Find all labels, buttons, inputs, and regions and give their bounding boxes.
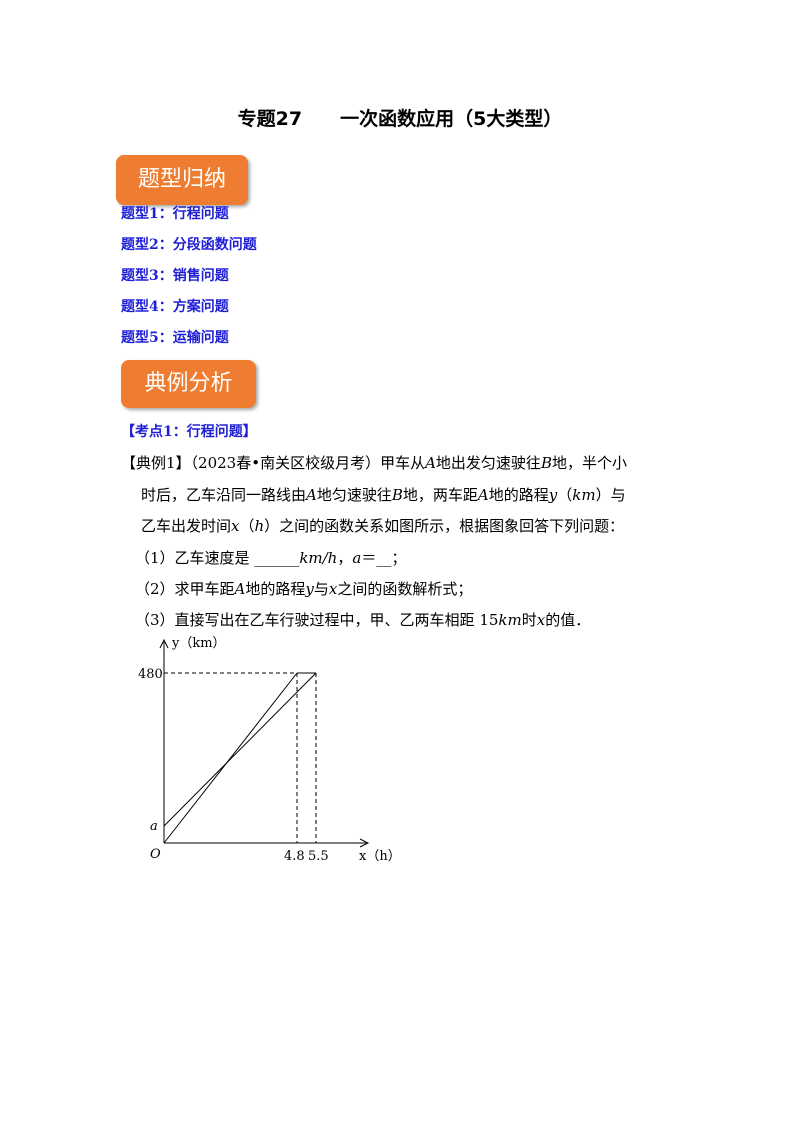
text-run: x — [231, 517, 240, 535]
text-run: h — [254, 517, 265, 535]
text-run: B — [540, 454, 552, 472]
text-run: （1）乙车速度是 ______ — [135, 549, 300, 567]
text-run: 地，两车距 — [402, 486, 478, 504]
text-line: 时后，乙车沿同一路线由A地匀速驶往B地，两车距A地的路程y（km）与 — [141, 484, 626, 505]
text-run: 地匀速驶往 — [316, 486, 392, 504]
text-run: km — [498, 611, 522, 629]
text-line: 【典例1】（2023春•南关区校级月考）甲车从A地出发匀速驶往B地，半个小 — [121, 452, 627, 473]
text-run: x — [536, 611, 546, 629]
x-tick: 4.8 — [284, 849, 305, 864]
text-run: 地的路程 — [245, 580, 306, 598]
text-run: 时 — [521, 611, 537, 629]
list-item: 题型5：运输问题 — [121, 330, 229, 346]
x-tick: 5.5 — [308, 849, 329, 864]
text-run: y — [305, 580, 314, 598]
text-run: x — [328, 580, 338, 598]
y-label: y（km） — [171, 636, 226, 651]
title: 专题27 一次函数应用（5大类型） — [237, 108, 563, 130]
text-run: A — [306, 486, 317, 504]
text-run: 与 — [313, 580, 329, 598]
text-line: 乙车出发时间x（h）之间的函数关系如图所示，根据图象回答下列问题： — [141, 515, 624, 536]
text-run: 地出发匀速驶往 — [435, 454, 541, 472]
text-run: 【典例1】（2023春•南关区校级月考）甲车从 — [121, 454, 426, 472]
text-run: （3）直接写出在乙车行驶过程中，甲、乙两车相距 15 — [135, 611, 499, 629]
x-label: x（h） — [359, 849, 401, 864]
line-car — [163, 672, 298, 844]
badge: 典例分析 — [121, 360, 256, 408]
text-run: ）与 — [595, 486, 626, 504]
text-run: （ — [557, 486, 573, 504]
text-line: （2）求甲车距A地的路程y与x之间的函数解析式； — [135, 578, 472, 599]
y-tick: 480 — [138, 667, 163, 682]
text-run: （2）求甲车距 — [135, 580, 235, 598]
text-run: a — [352, 549, 362, 567]
list-item: 题型4：方案问题 — [121, 299, 229, 315]
arrow — [359, 838, 370, 848]
list-item: 题型2：分段函数问题 — [121, 237, 257, 253]
text-run: 时后，乙车沿同一路线由 — [141, 486, 307, 504]
text-run: km — [572, 486, 596, 504]
text-run: 地的路程 — [488, 486, 549, 504]
text-run: y — [548, 486, 558, 504]
line-car — [163, 672, 317, 827]
arrow — [159, 638, 169, 649]
badge: 题型归纳 — [116, 155, 248, 205]
text-run: A — [477, 486, 489, 504]
list-item: 题型3：销售问题 — [121, 268, 229, 284]
list-item: 题型1：行程问题 — [121, 206, 229, 222]
text-run: ， — [337, 549, 353, 567]
text-run: ）之间的函数关系如图所示，根据图象回答下列问题： — [264, 517, 625, 535]
text-run: 乙车出发时间 — [141, 517, 232, 535]
text-run: 之间的函数解析式； — [337, 580, 473, 598]
text-run: A — [234, 580, 246, 598]
topic: 【考点1：行程问题】 — [121, 424, 257, 440]
text-run: km/h — [299, 549, 338, 567]
text-run: B — [391, 486, 403, 504]
text-run: （ — [239, 517, 255, 535]
text-line: （3）直接写出在乙车行驶过程中，甲、乙两车相距 15km时x的值． — [135, 609, 590, 630]
intercept: a — [150, 819, 158, 834]
origin: O — [150, 847, 161, 862]
text-run: ＝__； — [361, 549, 407, 567]
text-run: 地，半个小 — [551, 454, 627, 472]
text-line: （1）乙车速度是 ______km/h，a＝__； — [135, 547, 406, 568]
text-run: A — [425, 454, 436, 472]
text-run: 的值． — [545, 611, 591, 629]
